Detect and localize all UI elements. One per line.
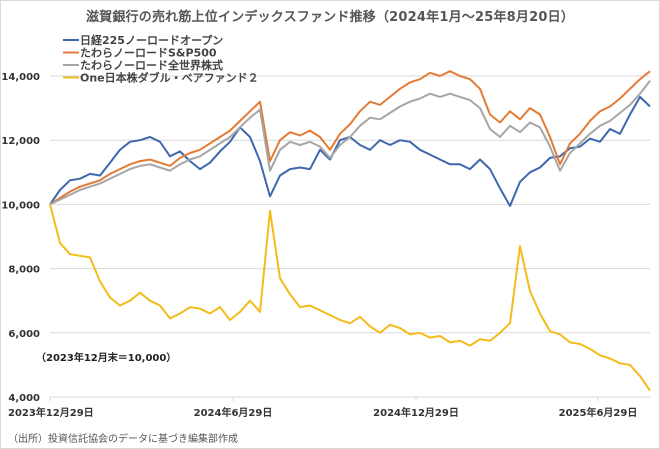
source-note: （出所）投資信託協会のデータに基づき編集部作成: [8, 434, 238, 445]
series-line-2: [49, 80, 651, 206]
y-tick-label: 8,000: [8, 265, 40, 276]
x-tick-label: 2025年6月29日: [559, 406, 638, 419]
chart-title: 滋賀銀行の売れ筋上位インデックスファンド推移（2024年1月～25年8月20日）: [85, 10, 575, 25]
gridlines: [50, 75, 650, 398]
y-tick-label: 4,000: [8, 393, 40, 404]
series-line-3: [49, 204, 651, 392]
x-tick-label: 2023年12月29日: [8, 406, 94, 419]
y-tick-label: 14,000: [1, 72, 40, 83]
x-tick-label: 2024年12月29日: [373, 406, 459, 419]
y-tick-label: 12,000: [1, 136, 40, 147]
series-line-0: [49, 95, 651, 207]
legend-label: たわらノーロードS&P500: [80, 47, 217, 60]
x-axis-ticks: 2023年12月29日 2024年6月29日 2024年12月29日 2025年6月2…: [8, 397, 637, 419]
x-tick-label: 2024年6月29日: [194, 406, 273, 419]
legend-label: たわらノーロード全世界株式: [80, 58, 223, 72]
series-lines: [49, 70, 651, 392]
y-tick-label: 10,000: [1, 200, 40, 211]
legend-label: One日本株ダブル・ベアファンド２: [80, 71, 259, 85]
legend: 日経225ノーロードオープンたわらノーロードS&P500たわらノーロード全世界株…: [63, 33, 259, 85]
y-tick-label: 6,000: [8, 329, 40, 340]
baseline-annotation: （2023年12月末＝10,000）: [36, 351, 176, 364]
legend-label: 日経225ノーロードオープン: [80, 33, 223, 47]
series-line-1: [49, 70, 651, 206]
y-axis-ticks: 4,000 6,000 8,000 10,000 12,000 14,000: [1, 72, 40, 404]
